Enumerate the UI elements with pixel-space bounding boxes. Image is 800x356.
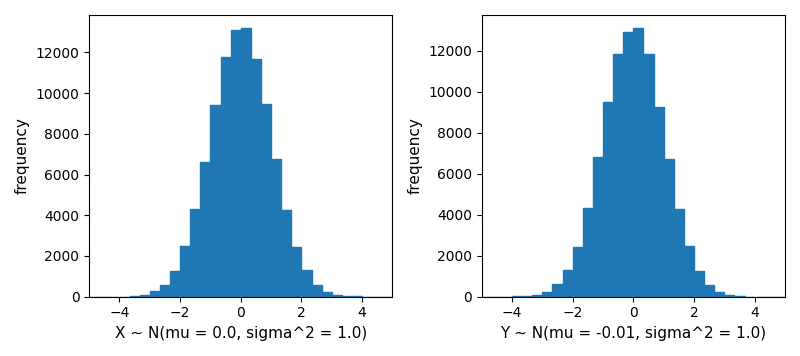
Bar (664, 159, 674, 297)
Y-axis label: frequency: frequency (15, 117, 30, 194)
Bar (522, 296, 532, 297)
Bar (714, 292, 724, 297)
Bar (573, 247, 582, 297)
Bar (140, 295, 150, 297)
Bar (180, 246, 190, 297)
Bar (332, 295, 342, 297)
Bar (302, 270, 312, 297)
Bar (593, 157, 603, 297)
Bar (694, 271, 704, 297)
Bar (542, 292, 553, 297)
Bar (704, 285, 714, 297)
X-axis label: Y ~ N(mu = -0.01, sigma^2 = 1.0): Y ~ N(mu = -0.01, sigma^2 = 1.0) (500, 326, 766, 341)
X-axis label: X ~ N(mu = 0.0, sigma^2 = 1.0): X ~ N(mu = 0.0, sigma^2 = 1.0) (114, 326, 367, 341)
Bar (532, 295, 542, 297)
Bar (553, 284, 562, 297)
Bar (241, 28, 251, 297)
Bar (603, 103, 613, 297)
Bar (734, 296, 745, 297)
Bar (200, 162, 210, 297)
Bar (230, 30, 241, 297)
Bar (282, 210, 291, 297)
Bar (654, 108, 664, 297)
Bar (251, 59, 261, 297)
Bar (160, 285, 170, 297)
Bar (291, 247, 302, 297)
Bar (582, 208, 593, 297)
Bar (271, 159, 282, 297)
Bar (130, 296, 140, 297)
Bar (634, 28, 643, 297)
Bar (674, 209, 684, 297)
Bar (312, 284, 322, 297)
Bar (150, 291, 160, 297)
Bar (562, 270, 573, 297)
Bar (322, 292, 332, 297)
Bar (170, 271, 180, 297)
Bar (724, 295, 734, 297)
Y-axis label: frequency: frequency (407, 117, 422, 194)
Bar (684, 246, 694, 297)
Bar (190, 209, 200, 297)
Bar (210, 105, 221, 297)
Bar (342, 296, 352, 297)
Bar (643, 54, 654, 297)
Bar (623, 32, 634, 297)
Bar (613, 53, 623, 297)
Bar (261, 104, 271, 297)
Bar (221, 57, 230, 297)
